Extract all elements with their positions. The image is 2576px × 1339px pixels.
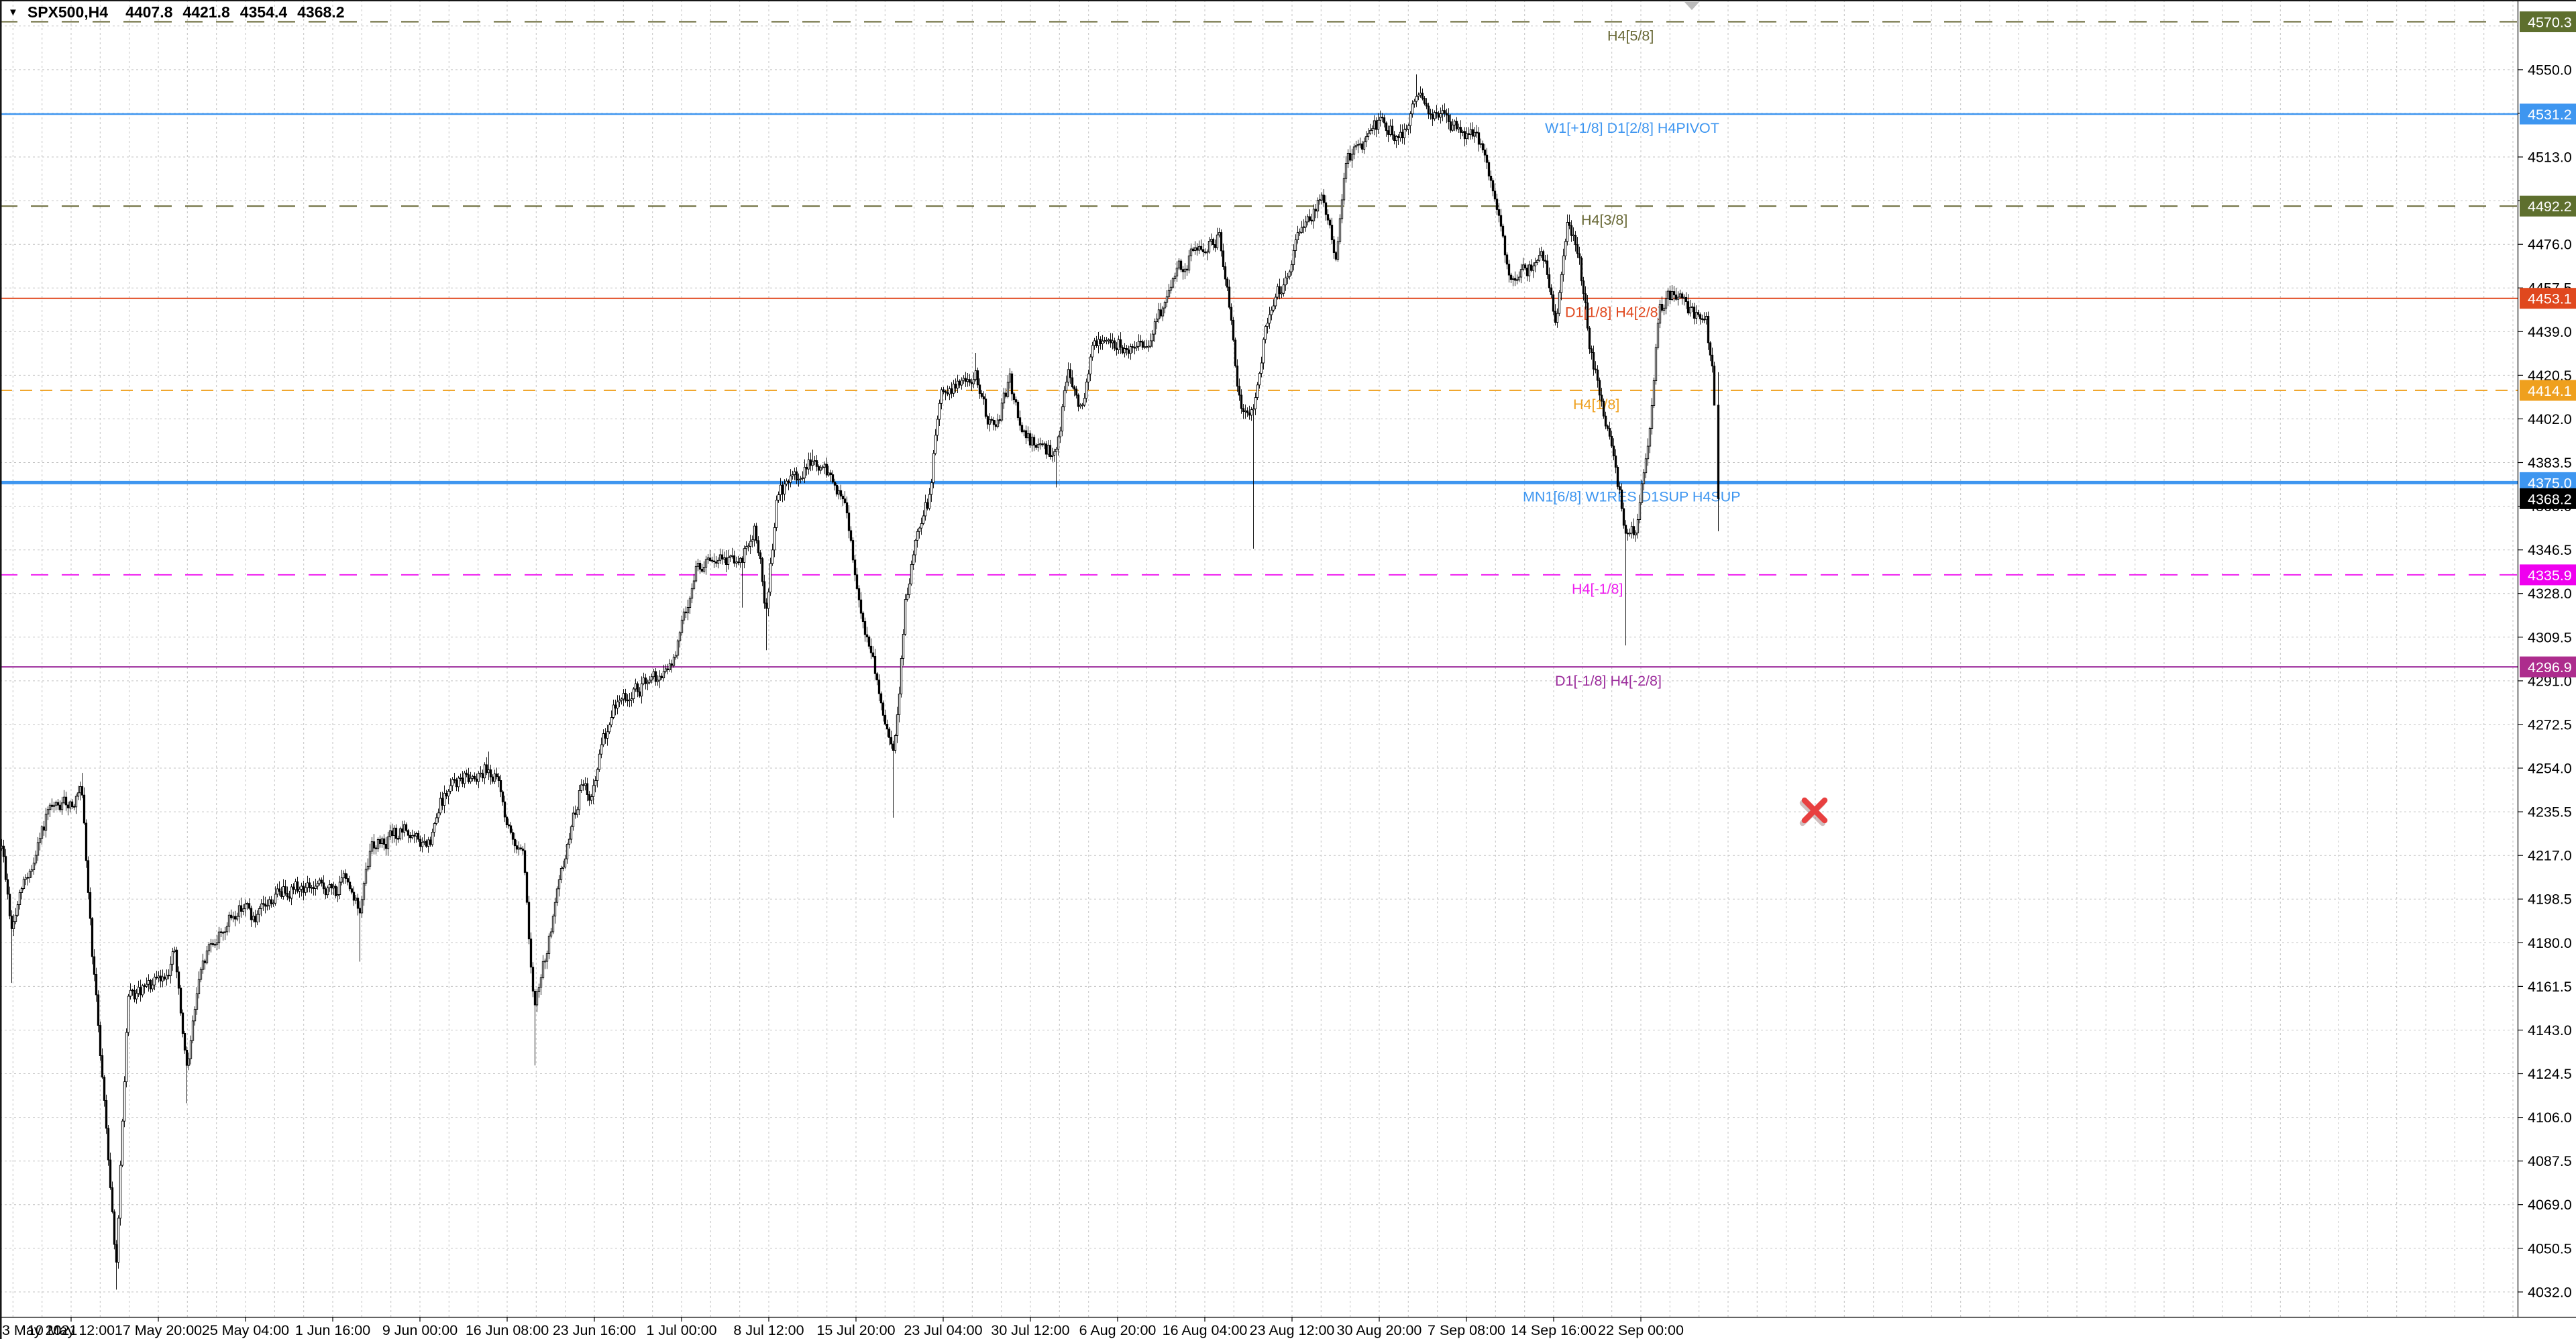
price-badge: 4492.2	[2520, 195, 2576, 217]
time-tick-label: 15 Jul 20:00	[816, 1322, 895, 1338]
price-tick-label: 4124.5	[2528, 1066, 2572, 1082]
price-tick-label: 4217.0	[2528, 848, 2572, 864]
price-badge: 4335.9	[2520, 564, 2576, 586]
level-lines: H4[5/8] W1[+1/8] D1[2/8] H4PIVOT H4[3/8] D1…	[0, 21, 2518, 689]
level-label: D1[-1/8] H4[-2/8]	[1555, 673, 1662, 689]
price-badge: 4453.1	[2520, 288, 2576, 309]
svg-text:4414.1: 4414.1	[2528, 383, 2572, 399]
price-tick-label: 4254.0	[2528, 761, 2572, 777]
window-border-left	[0, 0, 2, 1339]
level-label: D1[1/8] H4[2/8]	[1565, 305, 1662, 321]
svg-text:4335.9: 4335.9	[2528, 568, 2572, 584]
price-tick-label: 4402.0	[2528, 411, 2572, 427]
bullish-candle-bodies	[0, 93, 1708, 1263]
time-tick-label: 23 Aug 12:00	[1250, 1322, 1335, 1338]
price-tick-label: 4087.5	[2528, 1153, 2572, 1169]
ohlc-low: 4354.4	[239, 3, 288, 21]
price-tick-label: 4143.0	[2528, 1022, 2572, 1038]
svg-text:4296.9: 4296.9	[2528, 659, 2572, 676]
time-tick-label: 23 Jun 16:00	[553, 1322, 636, 1338]
svg-text:4531.2: 4531.2	[2528, 107, 2572, 123]
level-label: H4[5/8]	[1607, 28, 1654, 44]
time-tick-label: 30 Aug 20:00	[1337, 1322, 1422, 1338]
symbol-dropdown-icon[interactable]: ▼	[8, 7, 18, 18]
price-tick-label: 4198.5	[2528, 892, 2572, 908]
ohlc-close: 4368.2	[297, 3, 345, 21]
price-badge: 4414.1	[2520, 380, 2576, 401]
chart-title: ▼ SPX500,H4 4407.8 4421.8 4354.4 4368.2	[8, 3, 355, 21]
chart-plot-area[interactable]	[0, 0, 2518, 1317]
red-x-marker[interactable]	[1799, 797, 1828, 826]
time-tick-label: 3 May 2021	[2, 1322, 77, 1338]
level-label: H4[-1/8]	[1572, 581, 1623, 597]
time-tick-label: 1 Jun 16:00	[295, 1322, 370, 1338]
time-tick-label: 1 Jul 00:00	[646, 1322, 716, 1338]
time-tick-label: 6 Aug 20:00	[1079, 1322, 1157, 1338]
time-tick-label: 22 Sep 00:00	[1598, 1322, 1684, 1338]
time-tick-label: 16 Jun 08:00	[466, 1322, 549, 1338]
time-tick-label: 7 Sep 08:00	[1428, 1322, 1505, 1338]
svg-text:4453.1: 4453.1	[2528, 291, 2572, 307]
window-border-top	[0, 0, 2576, 1]
price-tick-label: 4383.5	[2528, 455, 2572, 471]
price-badge: 4296.9	[2520, 656, 2576, 678]
price-tick-label: 4235.5	[2528, 804, 2572, 820]
price-tick-label: 4106.0	[2528, 1110, 2572, 1126]
svg-text:4492.2: 4492.2	[2528, 199, 2572, 215]
svg-text:4570.3: 4570.3	[2528, 15, 2572, 31]
level-label: MN1[6/8] W1RES D1SUP H4SUP	[1523, 488, 1741, 504]
ohlc-open: 4407.8	[125, 3, 173, 21]
bearish-candle-bodies	[2, 93, 1720, 1263]
price-tick-label: 4513.0	[2528, 150, 2572, 166]
price-tick-label: 4328.0	[2528, 586, 2572, 602]
level-label: H4[1/8]	[1573, 396, 1619, 413]
svg-text:4368.2: 4368.2	[2528, 491, 2572, 507]
price-badge: 4570.3	[2520, 11, 2576, 32]
time-tick-label: 9 Jun 00:00	[382, 1322, 458, 1338]
price-tick-label: 4272.5	[2528, 717, 2572, 733]
price-tick-label: 4050.5	[2528, 1240, 2572, 1256]
time-axis[interactable]	[0, 1318, 2576, 1339]
price-tick-label: 4032.0	[2528, 1284, 2572, 1300]
price-tick-label: 4439.0	[2528, 324, 2572, 340]
level-label: H4[3/8]	[1581, 212, 1627, 228]
price-tick-label: 4069.0	[2528, 1197, 2572, 1213]
price-badge: 4531.2	[2520, 103, 2576, 125]
price-tick-label: 4550.0	[2528, 62, 2572, 78]
level-label: W1[+1/8] D1[2/8] H4PIVOT	[1545, 120, 1719, 136]
ohlc-high: 4421.8	[182, 3, 230, 21]
price-tick-label: 4180.0	[2528, 935, 2572, 951]
time-tick-label: 10 May 12:00	[28, 1322, 115, 1338]
price-badge: 4368.2	[2520, 488, 2576, 509]
red-x-icon	[1801, 797, 1828, 824]
time-tick-label: 30 Jul 12:00	[991, 1322, 1069, 1338]
grid	[0, 0, 2518, 1317]
chart-shift-marker-icon[interactable]	[1684, 2, 1699, 10]
time-tick-label: 14 Sep 16:00	[1511, 1322, 1597, 1338]
time-tick-label: 17 May 20:00	[115, 1322, 202, 1338]
price-tick-label: 4309.5	[2528, 629, 2572, 645]
time-tick-label: 8 Jul 12:00	[733, 1322, 804, 1338]
time-tick-label: 16 Aug 04:00	[1163, 1322, 1248, 1338]
symbol-timeframe-label: SPX500,H4	[27, 3, 109, 21]
price-tick-label: 4476.0	[2528, 237, 2572, 253]
time-tick-label: 23 Jul 04:00	[904, 1322, 982, 1338]
price-tick-label: 4346.5	[2528, 542, 2572, 558]
price-tick-label: 4161.5	[2528, 979, 2572, 995]
time-tick-label: 25 May 04:00	[202, 1322, 289, 1338]
